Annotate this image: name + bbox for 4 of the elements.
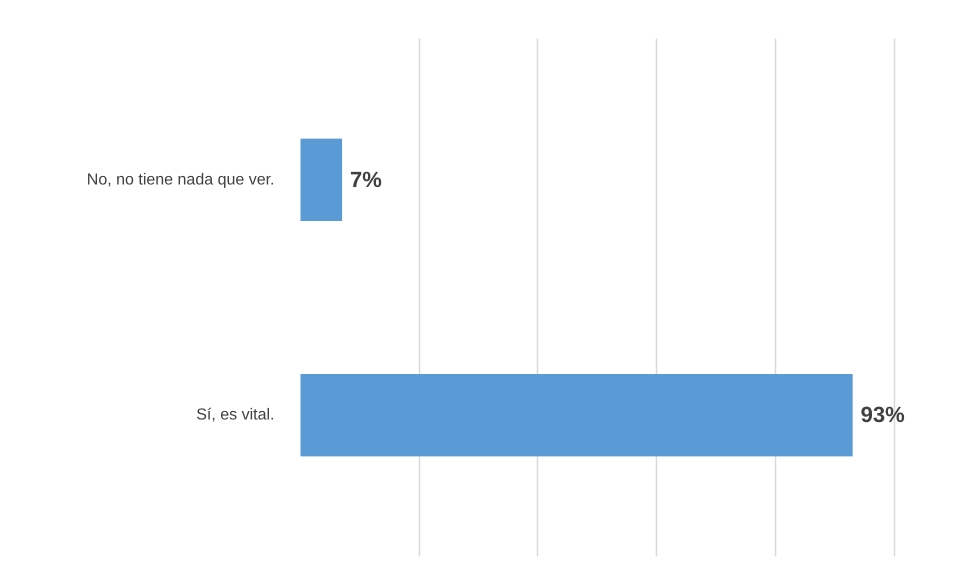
data-label: 7% (350, 166, 382, 192)
y-tick-label: No, no tiene nada que ver. (86, 171, 275, 188)
y-tick-label: Sí, es vital. (196, 406, 274, 424)
data-label: 93% (860, 402, 905, 428)
